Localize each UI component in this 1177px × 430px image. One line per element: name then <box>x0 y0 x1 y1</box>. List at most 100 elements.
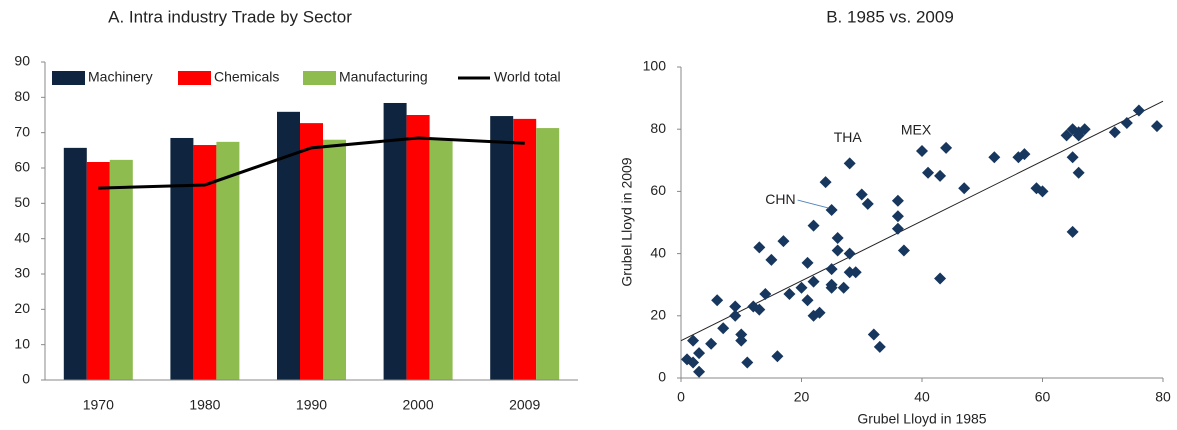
point <box>1078 123 1091 136</box>
point <box>741 356 754 369</box>
point <box>988 151 1001 164</box>
y-tick-label: 100 <box>643 58 667 74</box>
point <box>1150 120 1163 133</box>
bar <box>383 102 407 380</box>
point <box>1018 148 1031 161</box>
x-axis-label: Grubel Lloyd in 1985 <box>857 411 986 427</box>
point <box>891 222 904 235</box>
point <box>759 288 772 301</box>
y-tick-label: 90 <box>14 53 30 69</box>
point <box>687 334 700 347</box>
legend-label: World total <box>494 69 561 85</box>
legend-label: Chemicals <box>214 69 279 85</box>
x-tick-label: 20 <box>794 389 810 405</box>
y-tick-label: 30 <box>14 265 30 281</box>
x-tick-label: 60 <box>1035 389 1051 405</box>
y-tick-label: 60 <box>14 159 30 175</box>
point <box>916 144 928 157</box>
bar <box>323 139 346 380</box>
x-tick-label: 80 <box>1155 389 1171 405</box>
point <box>934 272 947 285</box>
point <box>1072 129 1085 142</box>
point <box>807 219 820 232</box>
y-tick-label: 50 <box>14 194 30 210</box>
point <box>729 309 742 322</box>
x-tick-label: 2000 <box>403 397 434 413</box>
point <box>1120 116 1133 129</box>
legend-swatch <box>303 71 336 85</box>
legend-label: Machinery <box>88 69 153 85</box>
y-tick-label: 40 <box>650 244 666 260</box>
x-tick-label: 40 <box>914 389 930 405</box>
point <box>891 210 904 223</box>
y-axis-label: Grubel Lloyd in 2009 <box>619 157 635 286</box>
y-tick-label: 0 <box>22 371 30 387</box>
point <box>771 350 784 363</box>
y-tick-label: 20 <box>650 307 666 323</box>
bar <box>490 116 514 380</box>
point <box>711 294 724 307</box>
bar <box>63 147 87 380</box>
y-tick-label: 20 <box>14 300 30 316</box>
point <box>753 303 766 316</box>
legend-swatch <box>52 71 85 85</box>
point <box>873 340 886 353</box>
point <box>861 197 874 210</box>
y-tick-label: 80 <box>650 120 666 136</box>
point <box>837 281 850 294</box>
legend-swatch <box>178 71 211 85</box>
point <box>825 263 838 276</box>
point <box>940 141 953 154</box>
chart-title: A. Intra industry Trade by Sector <box>108 7 352 26</box>
point <box>1060 129 1073 142</box>
point <box>1072 166 1085 179</box>
point <box>783 288 796 301</box>
x-tick-label: 2009 <box>509 397 540 413</box>
bar <box>513 118 537 381</box>
point <box>807 275 820 288</box>
point <box>819 176 832 189</box>
point <box>1108 126 1121 139</box>
bar <box>86 161 110 380</box>
point <box>843 157 856 170</box>
y-tick-label: 10 <box>14 335 30 351</box>
point <box>934 169 947 182</box>
point <box>891 194 904 207</box>
x-tick-label: 0 <box>677 389 685 405</box>
point <box>801 256 814 269</box>
point <box>813 306 826 319</box>
bar <box>170 137 194 380</box>
point <box>717 322 730 335</box>
point <box>843 266 856 279</box>
point <box>765 253 778 266</box>
point <box>897 244 910 257</box>
point <box>843 247 856 260</box>
point <box>831 232 844 245</box>
y-tick-label: 0 <box>658 369 666 385</box>
bar <box>429 139 453 380</box>
annotation-connector <box>797 199 829 209</box>
annotation: THA <box>834 129 863 145</box>
point <box>729 300 742 313</box>
point <box>831 244 844 257</box>
point <box>922 166 935 179</box>
point <box>735 334 748 347</box>
point <box>693 347 706 360</box>
point <box>849 266 862 279</box>
chart-title: B. 1985 vs. 2009 <box>826 7 954 26</box>
point <box>855 188 868 201</box>
x-tick-label: 1990 <box>296 397 327 413</box>
y-tick-label: 60 <box>650 182 666 198</box>
bar <box>536 128 560 380</box>
point <box>1132 104 1145 117</box>
x-tick-label: 1980 <box>189 397 220 413</box>
point <box>777 235 790 248</box>
y-tick-label: 80 <box>14 88 30 104</box>
bar <box>109 159 133 380</box>
trend-line <box>680 100 1164 342</box>
point <box>1066 225 1079 238</box>
point <box>753 241 766 254</box>
annotation: CHN <box>765 191 795 207</box>
point <box>825 204 838 217</box>
